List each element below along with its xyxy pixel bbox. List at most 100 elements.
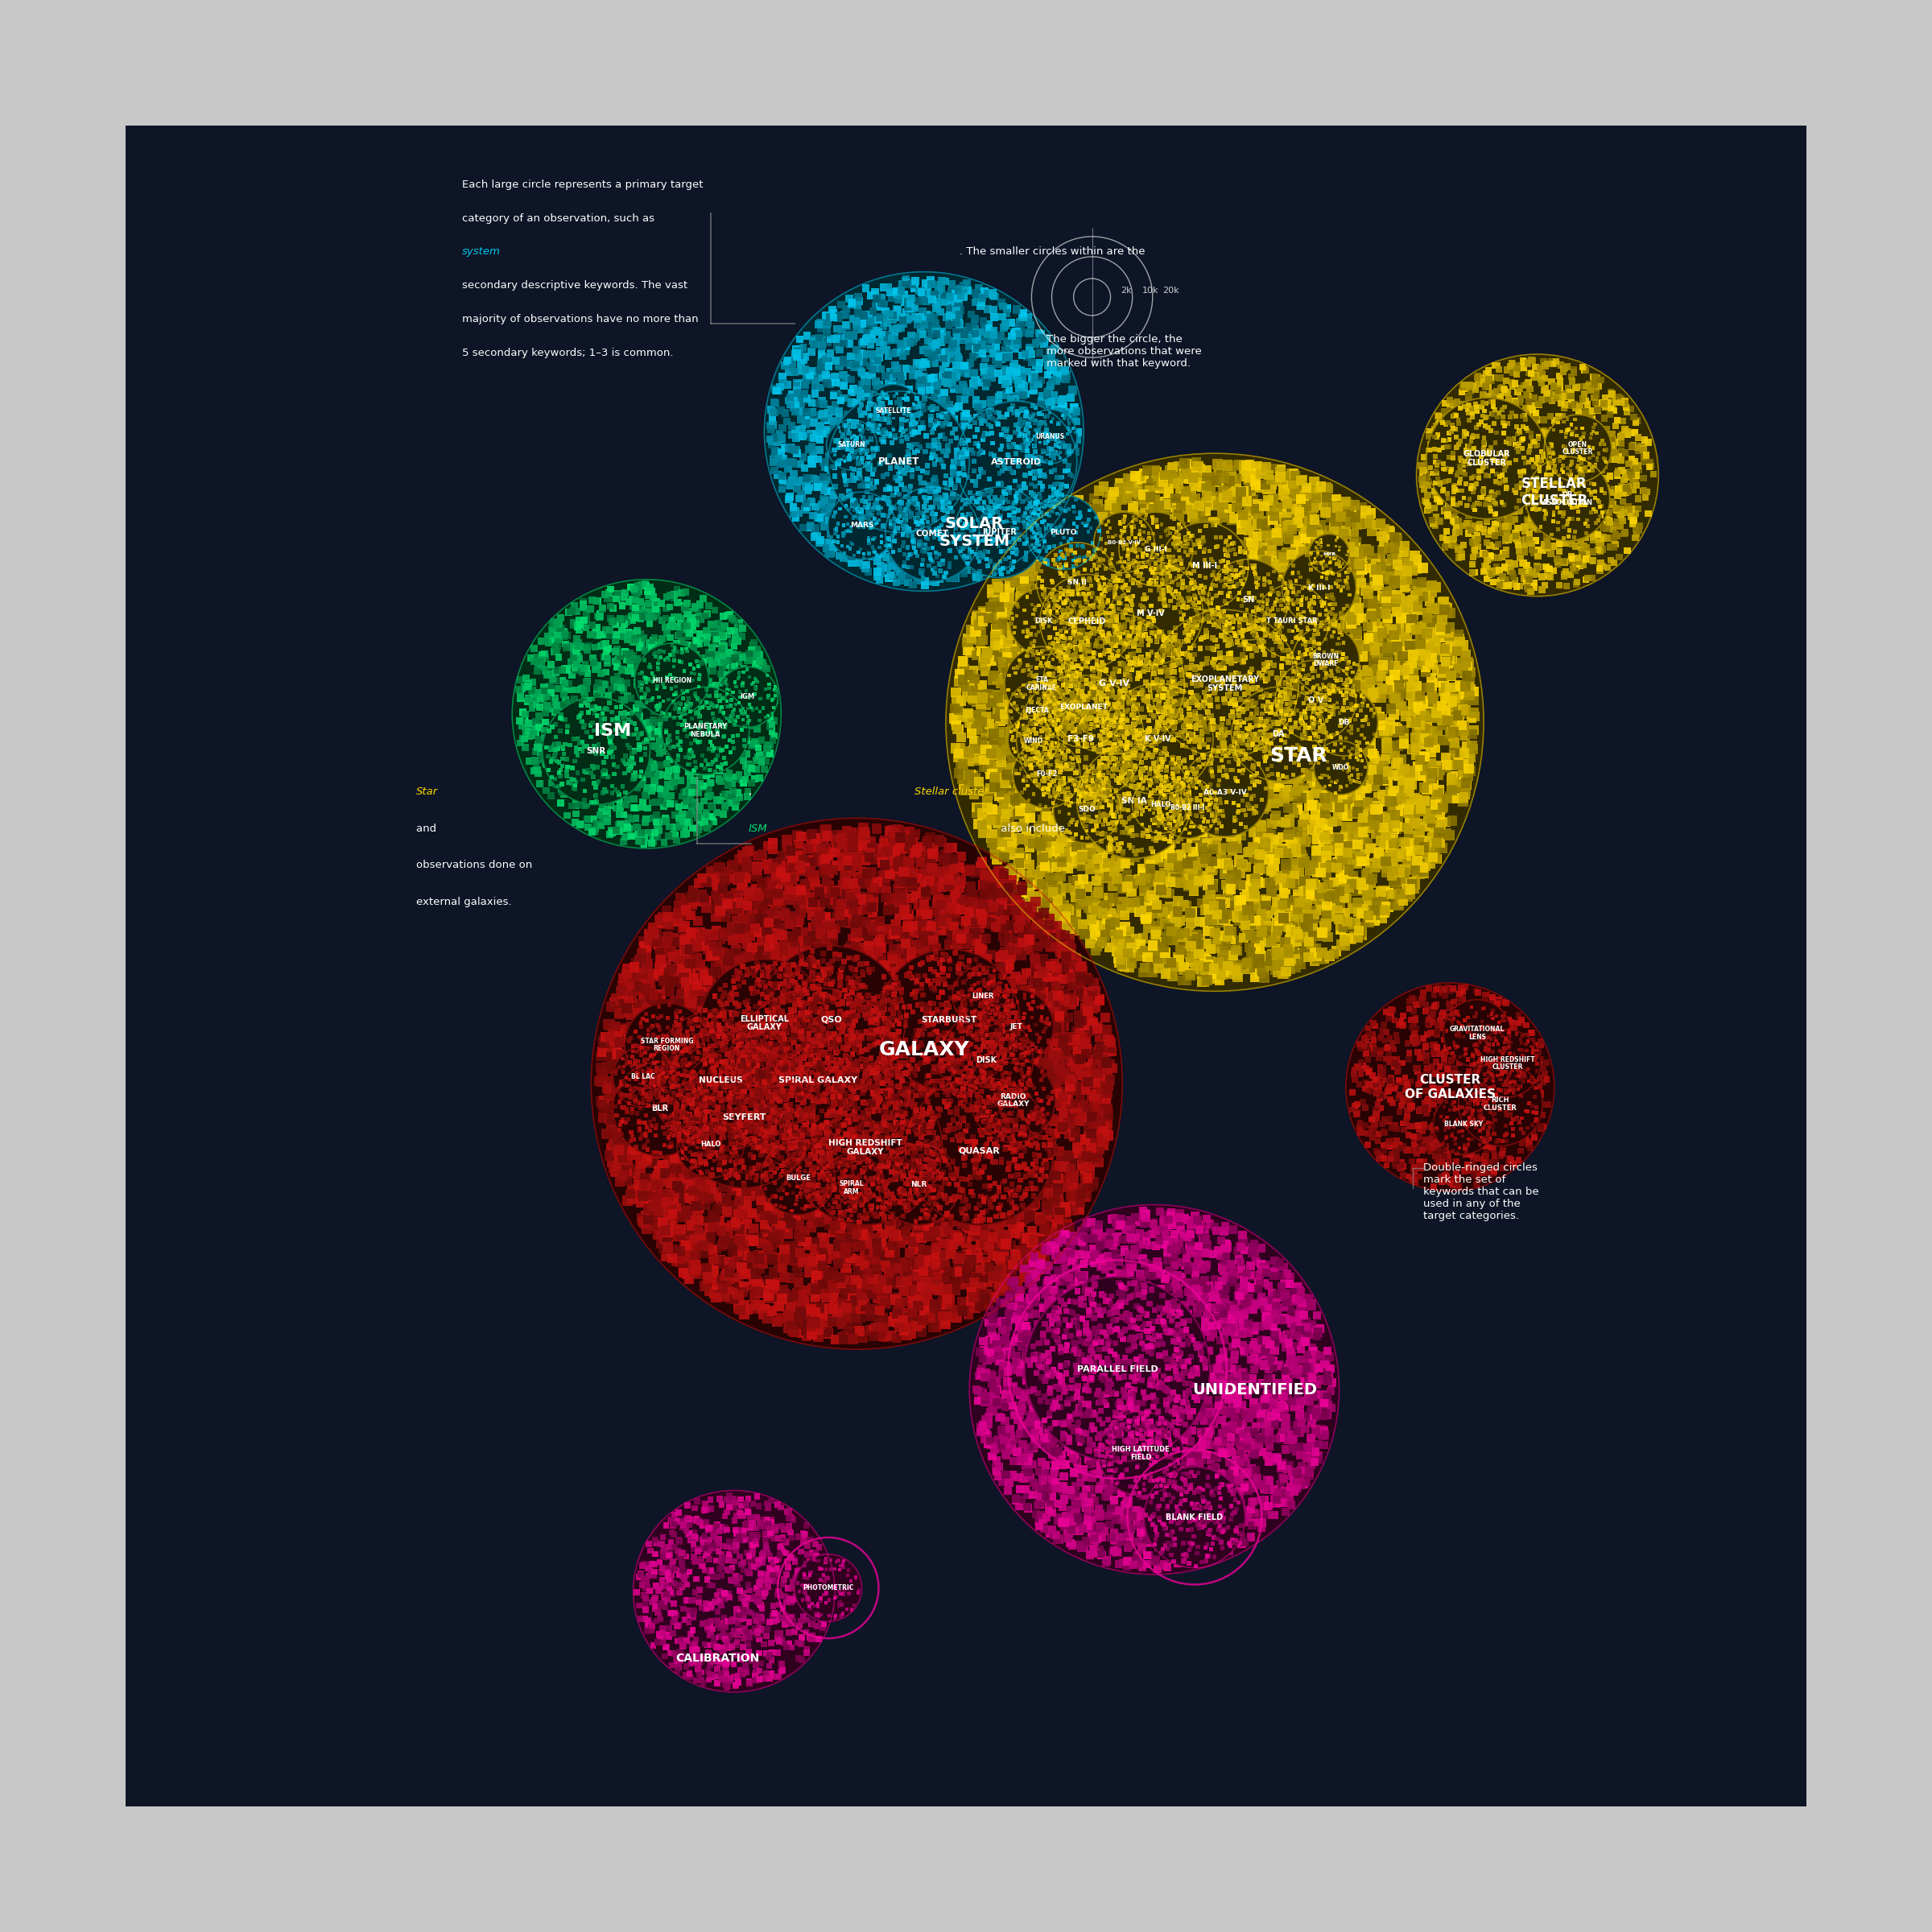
Point xyxy=(1103,1451,1134,1482)
Point xyxy=(999,1186,1030,1217)
Point xyxy=(974,753,1005,784)
Point xyxy=(1405,703,1435,734)
Point xyxy=(628,1045,659,1076)
Point xyxy=(974,759,1005,790)
Point xyxy=(616,1184,647,1215)
Point xyxy=(653,1532,684,1563)
Point xyxy=(792,1063,823,1094)
Point xyxy=(1070,1308,1101,1339)
Point xyxy=(1099,707,1130,738)
Point xyxy=(819,1146,850,1177)
Point xyxy=(1208,605,1238,636)
Point xyxy=(983,798,1014,829)
Point xyxy=(1095,850,1126,881)
Point xyxy=(690,746,721,777)
Point xyxy=(564,643,595,674)
Point xyxy=(1134,1406,1165,1437)
Point xyxy=(1240,591,1271,622)
Point xyxy=(891,1070,922,1101)
Point xyxy=(1059,1043,1090,1074)
Point xyxy=(1269,568,1300,599)
Point xyxy=(1331,723,1362,753)
Point xyxy=(1238,672,1269,703)
Point xyxy=(856,912,887,943)
Point xyxy=(1105,647,1136,678)
Point xyxy=(898,1227,929,1258)
Point xyxy=(1099,595,1130,626)
Point xyxy=(790,1190,821,1221)
Point xyxy=(611,765,641,796)
Point xyxy=(867,272,898,303)
Point xyxy=(970,1227,1001,1258)
Point xyxy=(1507,1026,1538,1057)
Point xyxy=(970,1092,1001,1122)
Point xyxy=(920,558,951,589)
Point xyxy=(1115,564,1146,595)
Point xyxy=(1012,1173,1043,1204)
Point xyxy=(1470,460,1501,491)
Point xyxy=(657,1053,688,1084)
Point xyxy=(1209,533,1240,564)
Point xyxy=(825,1057,856,1088)
Point xyxy=(1101,682,1132,713)
Point xyxy=(989,1151,1020,1182)
Point xyxy=(1051,900,1082,931)
Point xyxy=(701,1194,732,1225)
Point xyxy=(1126,788,1157,819)
Point xyxy=(1374,1126,1405,1157)
Point xyxy=(1088,819,1119,850)
Point xyxy=(910,1043,941,1074)
Point xyxy=(707,1036,738,1066)
Point xyxy=(1016,504,1047,535)
Point xyxy=(952,960,983,991)
Point xyxy=(1094,1499,1124,1530)
Point xyxy=(765,1076,796,1107)
Point xyxy=(1016,686,1047,717)
Point xyxy=(1051,1474,1082,1505)
Point xyxy=(506,711,537,742)
Point xyxy=(802,943,833,974)
Point xyxy=(1155,1441,1186,1472)
Point xyxy=(1310,910,1341,941)
Point xyxy=(1032,1501,1063,1532)
Point xyxy=(1144,495,1175,526)
Point xyxy=(775,1119,806,1150)
Point xyxy=(798,500,829,531)
Point xyxy=(1053,798,1084,829)
Point xyxy=(726,670,757,701)
Point xyxy=(736,1009,767,1039)
Point xyxy=(1258,1445,1289,1476)
Point xyxy=(1001,1003,1032,1034)
Point xyxy=(1206,1250,1236,1281)
Point xyxy=(900,939,931,970)
Point xyxy=(1279,717,1310,748)
Point xyxy=(945,993,976,1024)
Point xyxy=(1026,742,1057,773)
Point xyxy=(1055,611,1086,641)
Point xyxy=(1140,794,1171,825)
Point xyxy=(922,1128,952,1159)
Point xyxy=(759,966,790,997)
Point xyxy=(970,497,1001,527)
Point xyxy=(1200,786,1231,817)
Point xyxy=(724,1225,755,1256)
Point xyxy=(1163,1495,1194,1526)
Point xyxy=(1238,595,1269,626)
Point xyxy=(1009,1177,1039,1208)
Point xyxy=(815,1179,846,1209)
Point xyxy=(933,929,964,960)
Point xyxy=(964,707,995,738)
Point xyxy=(1113,605,1144,636)
Point xyxy=(1229,556,1260,587)
Point xyxy=(1296,744,1327,775)
Point xyxy=(1078,1406,1109,1437)
Point xyxy=(1524,354,1555,384)
Point xyxy=(792,1130,823,1161)
Point xyxy=(1032,837,1063,867)
Point xyxy=(728,1080,759,1111)
Point xyxy=(670,1055,701,1086)
Point xyxy=(1022,1057,1053,1088)
Point xyxy=(607,1055,638,1086)
Point xyxy=(1113,1406,1144,1437)
Point xyxy=(954,1271,985,1302)
